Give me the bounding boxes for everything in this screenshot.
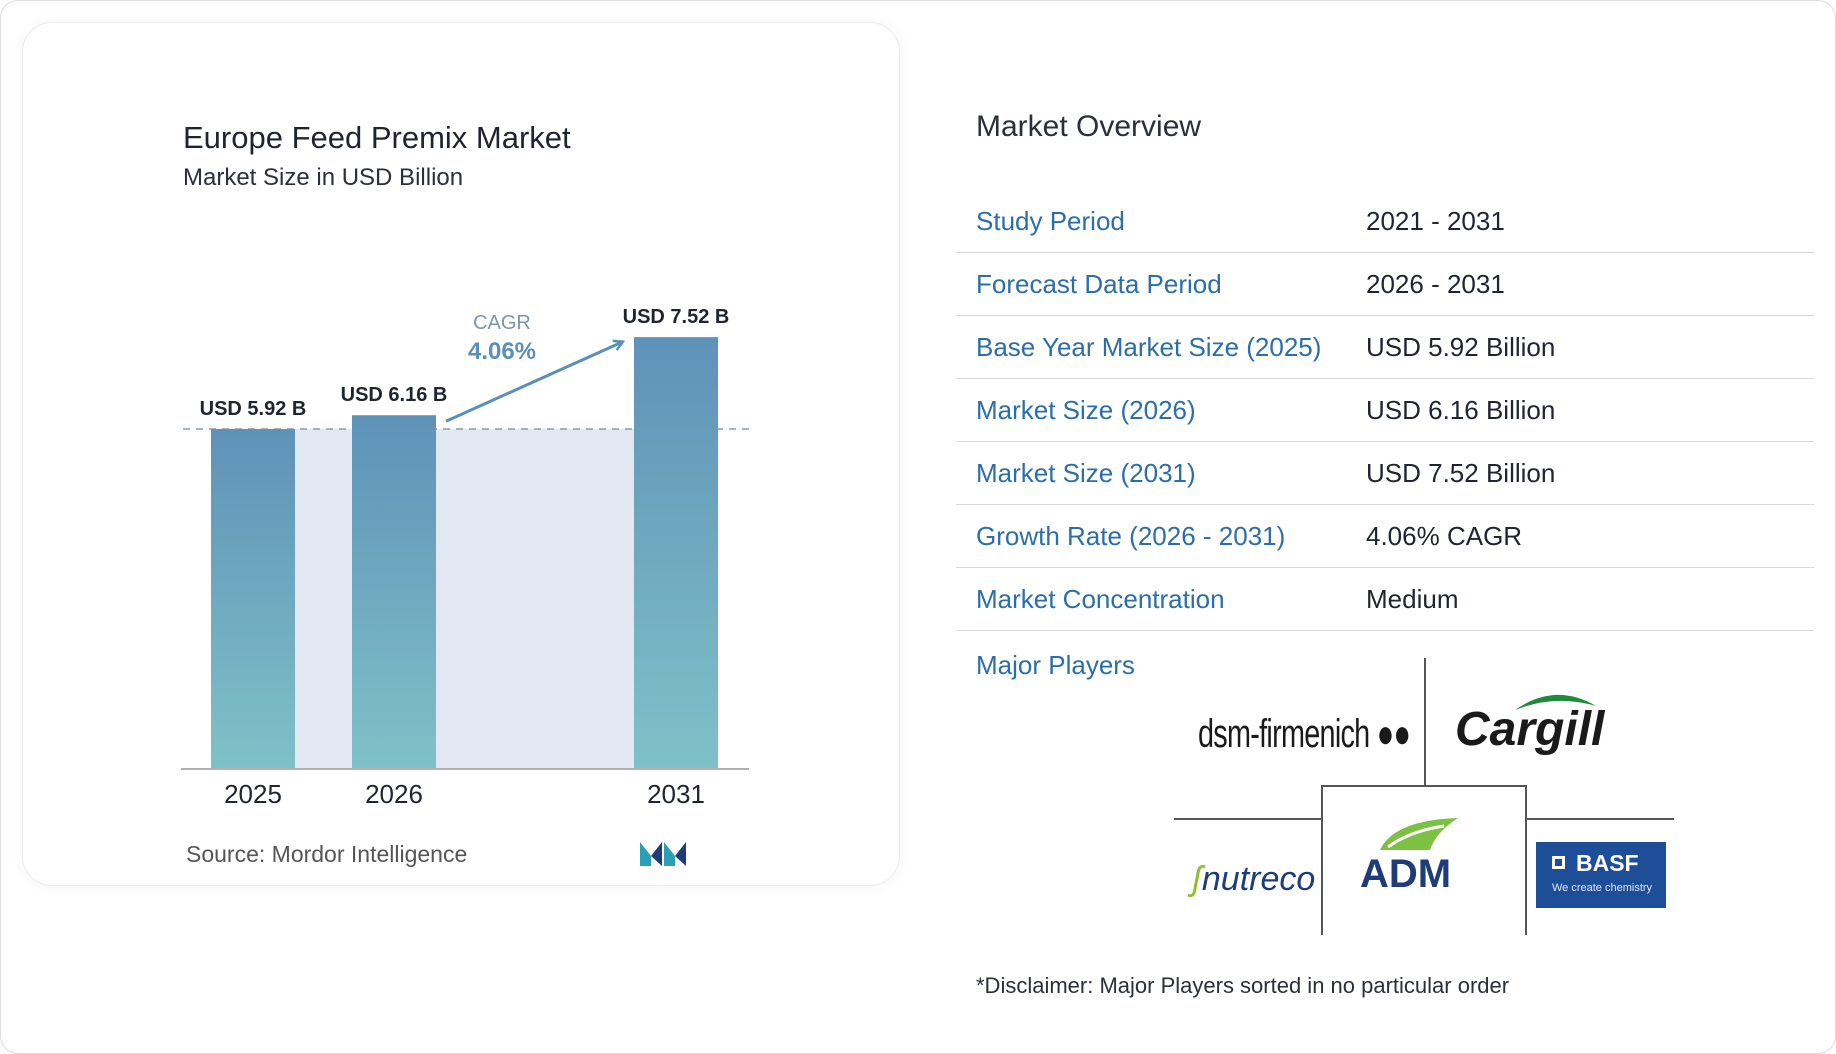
row-value: Medium bbox=[1366, 584, 1459, 614]
players-divider bbox=[1174, 818, 1322, 820]
adm-logo: ADM bbox=[1360, 818, 1458, 897]
basf-tagline: We create chemistry bbox=[1552, 882, 1653, 894]
row-label: Market Size (2026) bbox=[976, 395, 1196, 425]
players-divider bbox=[1321, 785, 1527, 787]
dsm-firmenich-name: dsm-firmenich bbox=[1198, 712, 1370, 756]
dsm-firmenich-logo: dsm-firmenich ●● bbox=[1198, 712, 1411, 757]
dsm-dots-icon: ●● bbox=[1376, 712, 1411, 756]
table-row: Study Period 2021 - 2031 bbox=[956, 190, 1814, 253]
row-value: 2026 - 2031 bbox=[1366, 269, 1505, 299]
chart-subtitle: Market Size in USD Billion bbox=[183, 164, 464, 191]
bar-chart: USD 5.92 B 2025 USD 6.16 B 2026 USD 7.52 B 20… bbox=[181, 306, 752, 809]
major-players-label: Major Players bbox=[976, 650, 1135, 680]
data-label-2031: USD 7.52 B bbox=[623, 306, 730, 328]
row-label: Forecast Data Period bbox=[976, 269, 1222, 299]
base-value-band bbox=[211, 429, 718, 769]
nutreco-logo: ʃnutreco bbox=[1192, 860, 1315, 899]
nutreco-leaf-icon: ʃ bbox=[1192, 860, 1202, 898]
disclaimer-text: *Disclaimer: Major Players sorted in no … bbox=[976, 973, 1510, 998]
row-label: Study Period bbox=[976, 206, 1125, 236]
row-value: USD 5.92 Billion bbox=[1366, 332, 1556, 362]
cagr-value: 4.06% bbox=[468, 338, 536, 365]
overview-table: Study Period 2021 - 2031 Forecast Data P… bbox=[956, 190, 1814, 631]
row-label: Base Year Market Size (2025) bbox=[976, 332, 1322, 362]
adm-leaf-icon bbox=[1380, 818, 1458, 850]
table-row: Forecast Data Period 2026 - 2031 bbox=[956, 253, 1814, 316]
bar-2025 bbox=[211, 429, 295, 769]
cagr-label: CAGR bbox=[473, 312, 531, 334]
row-value: 2021 - 2031 bbox=[1366, 206, 1505, 236]
basf-logo: BASF We create chemistry bbox=[1536, 842, 1666, 908]
players-divider bbox=[1525, 785, 1527, 935]
row-value: 4.06% CAGR bbox=[1366, 521, 1523, 551]
x-tick-label-2025: 2025 bbox=[224, 779, 282, 809]
x-tick-label-2031: 2031 bbox=[647, 779, 705, 809]
data-label-2026: USD 6.16 B bbox=[341, 384, 448, 406]
cargill-swoosh-icon bbox=[1515, 694, 1596, 710]
players-divider bbox=[1321, 785, 1323, 935]
bar-2026 bbox=[352, 415, 436, 769]
source-text: Source: Mordor Intelligence bbox=[186, 841, 468, 867]
players-divider bbox=[1526, 818, 1674, 820]
row-label: Market Concentration bbox=[976, 584, 1225, 614]
row-value: USD 7.52 Billion bbox=[1366, 458, 1556, 488]
data-label-2025: USD 5.92 B bbox=[200, 398, 307, 420]
cargill-logo: Cargill bbox=[1455, 694, 1605, 757]
nutreco-name: nutreco bbox=[1201, 860, 1316, 898]
mordor-intelligence-logo bbox=[640, 842, 686, 866]
adm-name: ADM bbox=[1360, 852, 1452, 896]
table-row: Growth Rate (2026 - 2031) 4.06% CAGR bbox=[956, 505, 1814, 568]
chart-title: Europe Feed Premix Market bbox=[183, 120, 571, 155]
row-label: Market Size (2031) bbox=[976, 458, 1196, 488]
cagr-arrow bbox=[445, 342, 622, 423]
table-row: Base Year Market Size (2025) USD 5.92 Bi… bbox=[956, 316, 1814, 379]
cargill-name: Cargill bbox=[1455, 703, 1605, 756]
market-overview-title: Market Overview bbox=[976, 110, 1202, 143]
table-row: Market Size (2026) USD 6.16 Billion bbox=[956, 379, 1814, 442]
x-tick-label-2026: 2026 bbox=[365, 779, 423, 809]
row-value: USD 6.16 Billion bbox=[1366, 395, 1556, 425]
table-row: Market Concentration Medium bbox=[956, 568, 1814, 631]
basf-name: BASF bbox=[1576, 850, 1639, 876]
basf-square-icon bbox=[1552, 856, 1565, 869]
row-label: Growth Rate (2026 - 2031) bbox=[976, 521, 1286, 551]
bar-2031 bbox=[634, 337, 718, 769]
players-divider bbox=[1424, 658, 1426, 786]
table-row: Market Size (2031) USD 7.52 Billion bbox=[956, 442, 1814, 505]
